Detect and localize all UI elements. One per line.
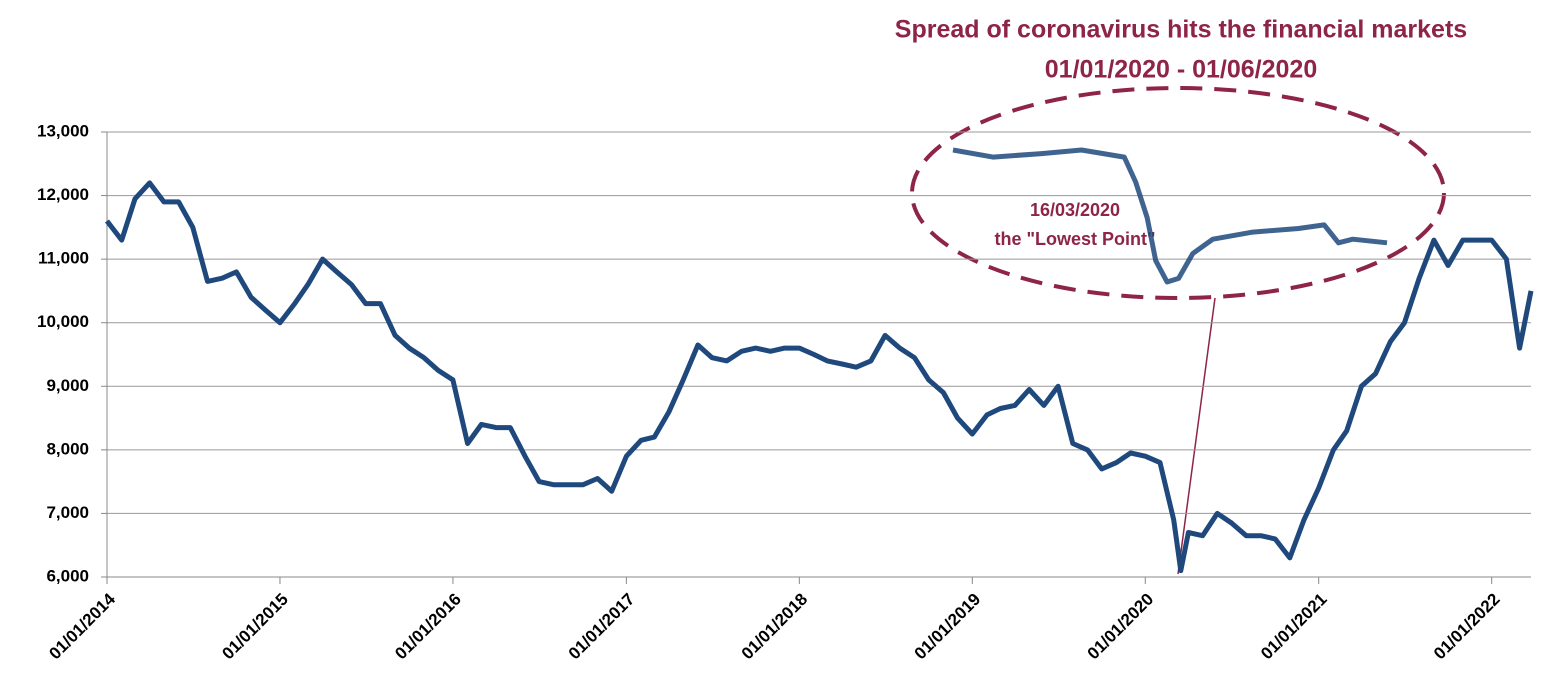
y-tick-label: 12,000 bbox=[37, 185, 89, 204]
x-tick-label: 01/01/2022 bbox=[1430, 590, 1504, 664]
y-tick-label: 13,000 bbox=[37, 121, 89, 140]
y-tick-label: 7,000 bbox=[46, 503, 89, 522]
pointer-line bbox=[1177, 297, 1216, 575]
y-tick-label: 11,000 bbox=[38, 249, 89, 268]
x-tick-label: 01/01/2014 bbox=[45, 589, 119, 663]
y-tick-label: 6,000 bbox=[46, 566, 89, 585]
chart-subtitle: 01/01/2020 - 01/06/2020 bbox=[1045, 56, 1317, 84]
annotation: 16/03/2020 bbox=[1030, 200, 1120, 220]
x-tick-label: 01/01/2017 bbox=[565, 590, 639, 664]
x-tick-label: 01/01/2019 bbox=[911, 590, 985, 664]
line-series bbox=[105, 180, 1534, 574]
x-tick-label: 01/01/2016 bbox=[391, 590, 465, 664]
inset-line bbox=[952, 147, 1388, 285]
y-tick-label: 10,000 bbox=[37, 312, 89, 331]
x-tick-label: 01/01/2018 bbox=[738, 590, 812, 664]
annotation: the "Lowest Point" bbox=[994, 229, 1155, 249]
highlight-ellipse bbox=[910, 86, 1446, 300]
x-tick-label: 01/01/2015 bbox=[218, 590, 292, 664]
x-tick-label: 01/01/2020 bbox=[1084, 590, 1158, 664]
x-tick-label: 01/01/2021 bbox=[1257, 590, 1331, 664]
chart-title: Spread of coronavirus hits the financial… bbox=[895, 16, 1467, 44]
y-tick-label: 8,000 bbox=[46, 439, 89, 458]
y-tick-label: 9,000 bbox=[46, 376, 89, 395]
